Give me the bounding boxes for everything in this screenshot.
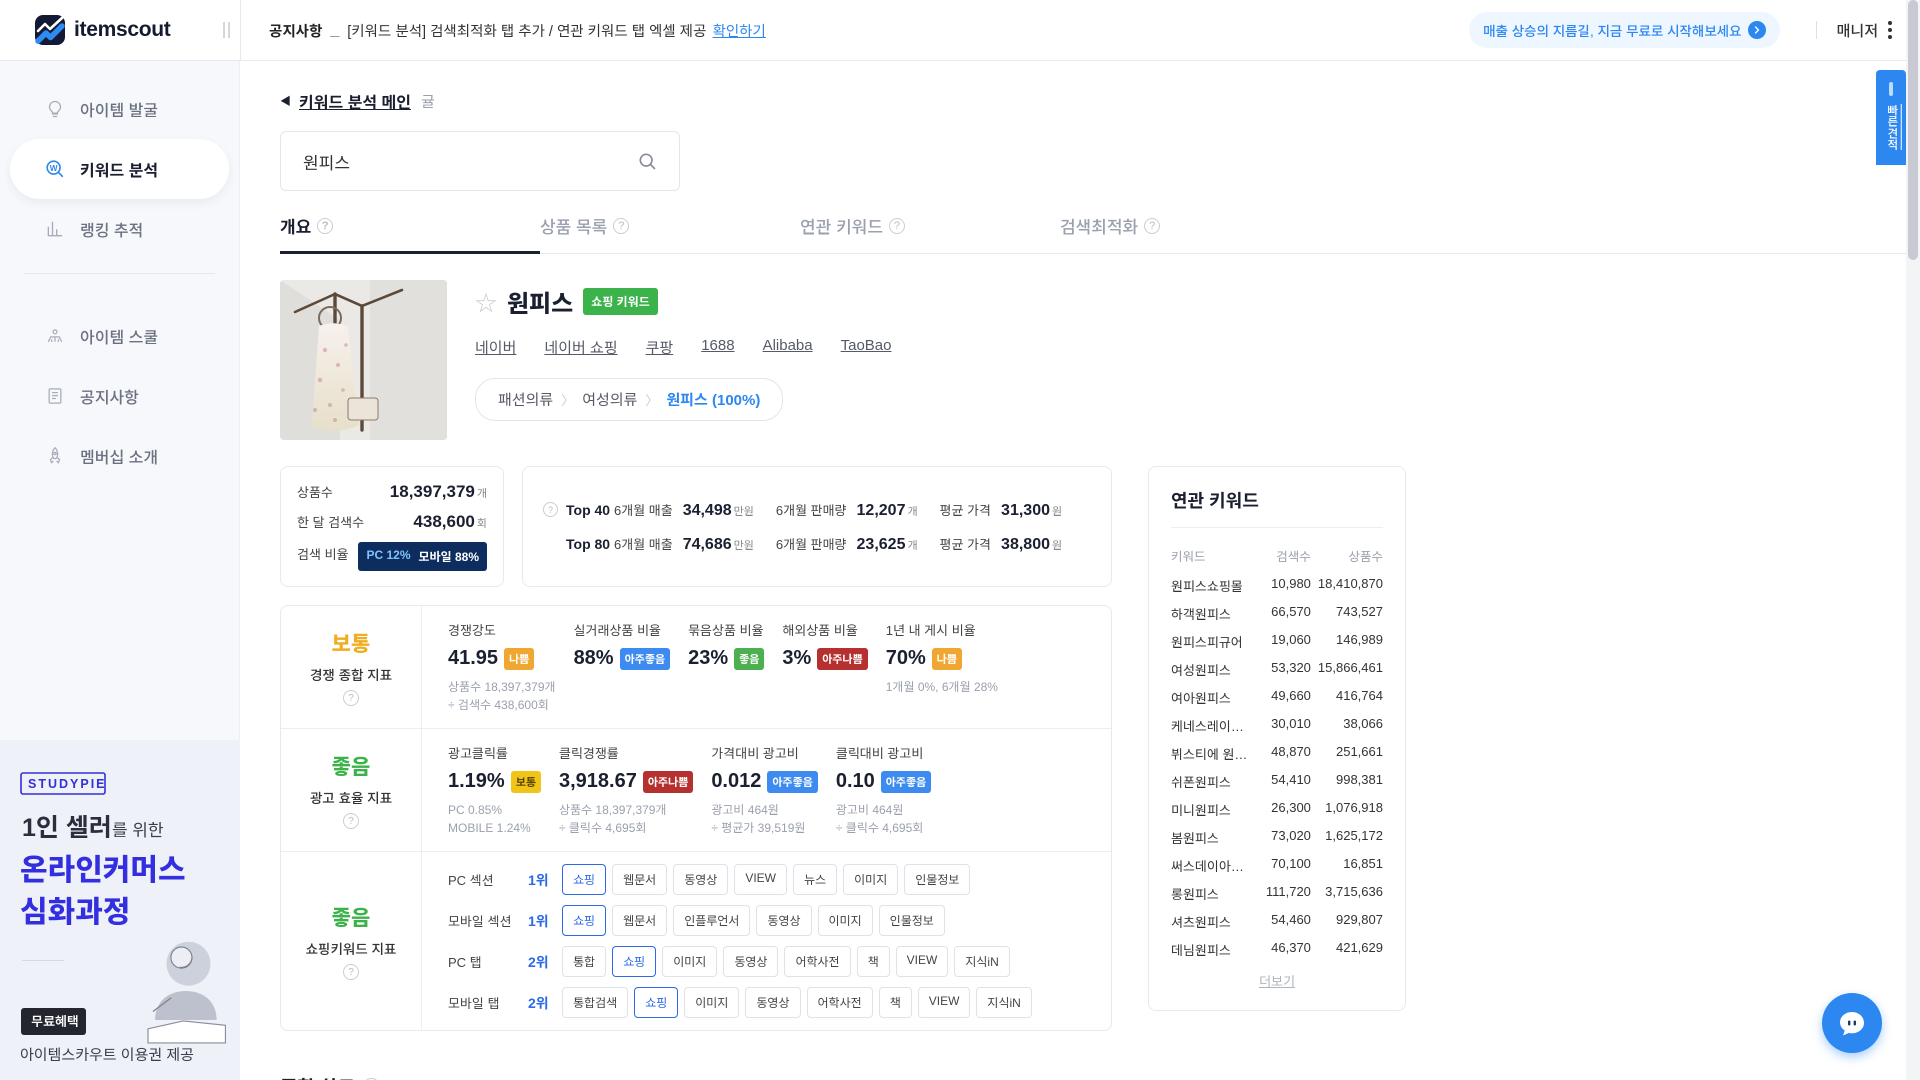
svg-text:STUDYPIE: STUDYPIE: [28, 777, 107, 791]
svg-text:온라인커머스: 온라인커머스: [20, 854, 186, 887]
svg-text:심화과정: 심화과정: [20, 896, 130, 929]
svg-text:무료혜택: 무료혜택: [31, 1014, 79, 1029]
svg-text:아이템스카우트 이용권 제공: 아이템스카우트 이용권 제공: [20, 1047, 194, 1064]
svg-text:W: W: [50, 164, 58, 173]
